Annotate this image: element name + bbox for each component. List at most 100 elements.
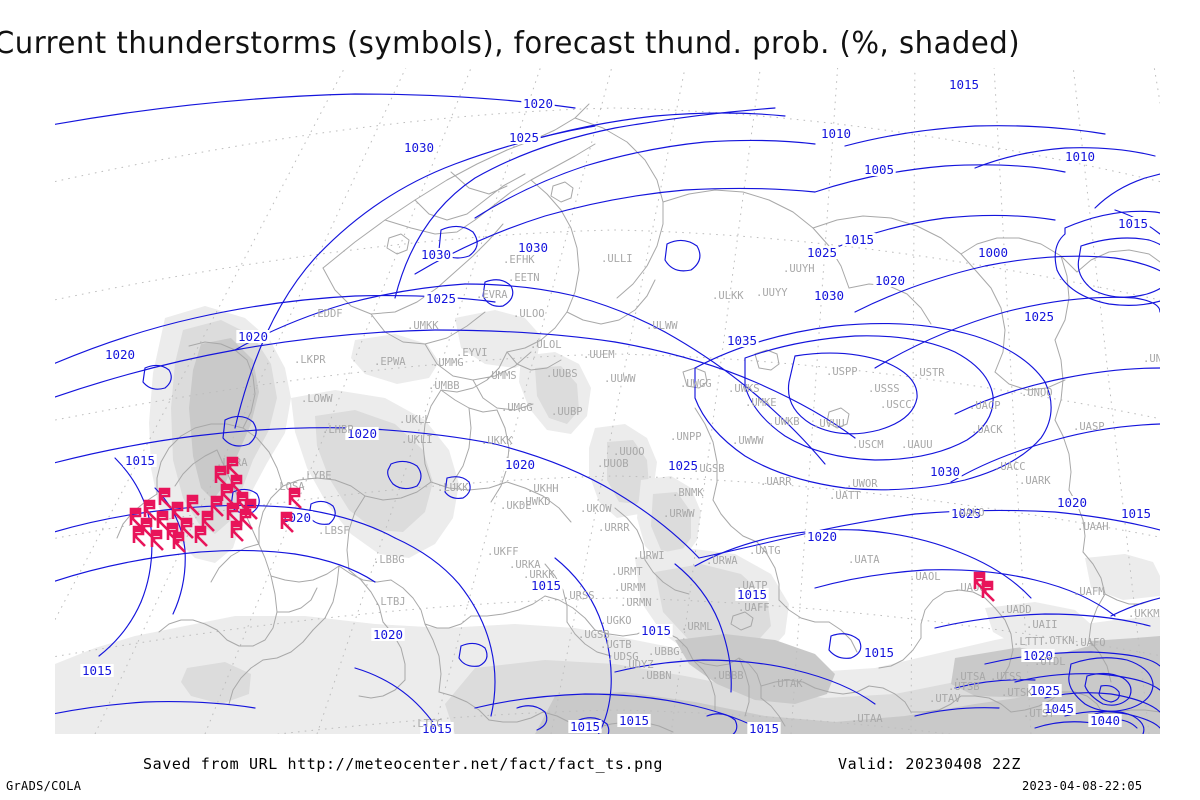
isobar-label-bg xyxy=(873,274,907,287)
station-label: .UUBS xyxy=(546,368,578,380)
isobar-label-bg xyxy=(424,292,458,305)
isobar-label-bg xyxy=(521,97,555,110)
station-labels: .EFHK .EETN .ULLI .EVRA .ULOO .ULKK .UUYY .UUYH… xyxy=(216,253,1160,730)
isobar-label: 1000 xyxy=(978,245,1008,260)
isobar-label-bg xyxy=(949,507,983,520)
thunderstorm-symbol xyxy=(150,529,164,551)
station-label: .UUYY xyxy=(756,287,788,299)
station-label: .URMM xyxy=(614,582,646,594)
station-label: .USPP xyxy=(826,366,858,378)
isobar-label: 1015 xyxy=(949,77,979,92)
isobar-label: 1015 xyxy=(570,719,600,734)
station-label: .EYVI xyxy=(456,347,488,359)
thunderstorm-symbol xyxy=(220,483,234,505)
isobar-label-bg xyxy=(1088,714,1122,727)
station-label: .UKKM xyxy=(1128,608,1160,620)
station-label: .UUWW xyxy=(604,373,636,385)
isobar-label-bg xyxy=(725,334,759,347)
isobar-label-bg xyxy=(1116,217,1150,230)
station-label: .USCC xyxy=(880,399,912,411)
station-label: .UTDL xyxy=(1034,656,1066,668)
station-label: .UKDE xyxy=(500,500,532,512)
isobar-label-bg xyxy=(516,241,550,254)
station-label: .ULLI xyxy=(601,253,633,265)
station-label: .UUBP xyxy=(551,406,583,418)
isobar-label: 1030 xyxy=(518,240,548,255)
station-label: .UTAK xyxy=(771,678,803,690)
station-label: .UKOW xyxy=(580,503,612,515)
station-label: .EPWA xyxy=(374,356,406,368)
station-label: .ULOL xyxy=(530,339,562,351)
isobar-label: 1015 xyxy=(1118,216,1148,231)
thunderstorm-symbol xyxy=(230,474,244,496)
station-label: .UAII xyxy=(1026,619,1058,631)
isobar-label-bg xyxy=(371,628,405,641)
station-label: .ULKK xyxy=(712,290,744,302)
station-label: .ULWW xyxy=(646,320,678,332)
isobar-label: 1020 xyxy=(875,273,905,288)
station-label: .LKPR xyxy=(294,354,326,366)
station-label: .UMKE xyxy=(745,397,777,409)
isobar-label-bg xyxy=(402,141,436,154)
isobar-label: 1020 xyxy=(505,457,535,472)
station-label: .LYBE xyxy=(300,470,332,482)
station-label: .UACP xyxy=(969,400,1001,412)
isobar-label: 1010 xyxy=(1065,149,1095,164)
station-label: .UACK xyxy=(971,424,1003,436)
thunderstorm-symbol xyxy=(158,487,172,509)
station-label: .ULOO xyxy=(513,308,545,320)
station-label: .UAAH xyxy=(1077,521,1109,533)
thunderstorm-symbol xyxy=(230,520,244,542)
station-label: .USCM xyxy=(852,439,884,451)
thunderstorm-symbol xyxy=(194,525,208,547)
coastlines-and-borders xyxy=(116,103,1160,733)
station-label: .UGKO xyxy=(600,615,632,627)
thunderstorm-symbol xyxy=(156,510,170,532)
thunderstorm-symbol xyxy=(973,571,987,593)
isobar-label-bg xyxy=(805,530,839,543)
thunderstorm-symbol xyxy=(201,510,215,532)
station-label: .UWKD xyxy=(519,496,551,508)
station-label: .UWWW xyxy=(732,435,764,447)
station-label: .UNOO xyxy=(1021,387,1053,399)
station-label: .UTSA xyxy=(954,671,986,683)
isobar-label: 1015 xyxy=(844,232,874,247)
isobar-label: 1025 xyxy=(1024,309,1054,324)
station-label: .UKHH xyxy=(527,483,559,495)
thunderstorm-symbol xyxy=(210,495,224,517)
isobar-label-bg xyxy=(928,465,962,478)
thunderstorm-symbol xyxy=(166,522,180,544)
isobar-label-bg xyxy=(842,233,876,246)
isobar-label: 1025 xyxy=(426,291,456,306)
station-label: .LBSF xyxy=(318,525,350,537)
station-label: .USSS xyxy=(868,383,900,395)
isobar-label-bg xyxy=(123,454,157,467)
isobar-label: 1025 xyxy=(1030,683,1060,698)
station-label: .UWGG xyxy=(680,378,712,390)
isobar-label-bg xyxy=(976,246,1010,259)
map-canvas[interactable]: 1020 1025 1030 1015 1010 1005 1010 1015 1030 1030… xyxy=(55,68,1160,734)
isobar-label-bg xyxy=(419,248,453,261)
station-label: .EDDF xyxy=(311,308,343,320)
thunderstorm-symbol xyxy=(129,507,143,529)
thunderstorm-symbol xyxy=(244,498,258,520)
thunderstorm-symbol xyxy=(186,494,200,516)
isobar-label: 1020 xyxy=(1057,495,1087,510)
isobar-label-bg xyxy=(812,289,846,302)
station-label: .UAKO xyxy=(953,507,985,519)
station-label: .UAFM xyxy=(1073,586,1105,598)
thunderstorm-symbol xyxy=(172,531,186,553)
station-label: .UBBN xyxy=(640,670,672,682)
isobar-label-bg xyxy=(420,722,454,734)
isobar-labels: 1020 1025 1030 1015 1010 1005 1010 1015 1030 1030… xyxy=(80,77,1153,734)
station-label: .URMN xyxy=(620,597,652,609)
station-label: .UBBG xyxy=(648,646,680,658)
station-label: .UAOL xyxy=(909,571,941,583)
isobar-label: 1015 xyxy=(619,713,649,728)
isobar-label: 1025 xyxy=(509,130,539,145)
isobar-label-bg xyxy=(236,330,270,343)
isobar-label: 1015 xyxy=(749,721,779,734)
station-label: .USTR xyxy=(913,367,945,379)
thunderstorm-symbol xyxy=(180,517,194,539)
